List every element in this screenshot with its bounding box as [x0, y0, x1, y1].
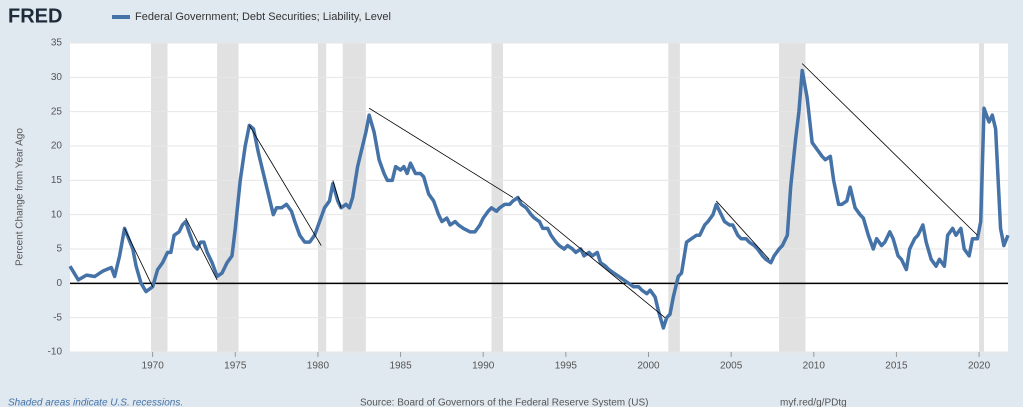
recession-band — [217, 43, 239, 352]
trend-line — [715, 200, 770, 260]
x-tick-label: 1990 — [472, 361, 495, 372]
source: Source: Board of Governors of the Federa… — [360, 398, 648, 407]
trend-line — [517, 197, 666, 318]
x-tick-label: 2010 — [803, 361, 826, 372]
recession-band — [317, 43, 327, 352]
series-line — [68, 68, 1010, 330]
y-axis-label: Percent Change from Year Ago — [15, 128, 26, 266]
y-tick-label: -5 — [53, 312, 62, 323]
y-tick-label: 35 — [51, 38, 63, 49]
url: myf.red/g/PDtg — [780, 398, 847, 407]
x-tick-label: 2000 — [637, 361, 660, 372]
y-tick-label: -10 — [48, 347, 63, 358]
x-tick-label: 2020 — [968, 361, 991, 372]
y-tick-label: 5 — [56, 244, 62, 255]
brand: FRED — [8, 5, 62, 27]
recession-band — [150, 43, 168, 352]
legend-label: Federal Government; Debt Securities; Lia… — [135, 11, 391, 23]
x-tick-label: 1985 — [389, 361, 412, 372]
trend-line — [248, 125, 322, 246]
y-tick-label: 25 — [51, 106, 63, 117]
x-tick-label: 1995 — [555, 361, 578, 372]
y-tick-label: 0 — [56, 278, 62, 289]
y-tick-label: 30 — [51, 72, 63, 83]
trend-line — [332, 180, 342, 208]
trend-line — [801, 63, 978, 236]
trend-line — [185, 217, 218, 281]
x-tick-label: 1980 — [307, 361, 330, 372]
x-tick-label: 2015 — [885, 361, 908, 372]
x-tick-label: 1970 — [142, 361, 165, 372]
x-tick-label: 2005 — [720, 361, 743, 372]
y-tick-label: 20 — [51, 141, 63, 152]
plot-area — [70, 43, 1008, 352]
y-tick-label: 10 — [51, 209, 63, 220]
x-tick-label: 1975 — [224, 361, 247, 372]
recession-band — [668, 43, 680, 352]
y-tick-label: 15 — [51, 175, 63, 186]
footnote: Shaded areas indicate U.S. recessions. — [8, 398, 183, 407]
trend-line — [368, 107, 514, 198]
recession-band — [491, 43, 504, 352]
trend-line — [124, 228, 154, 287]
